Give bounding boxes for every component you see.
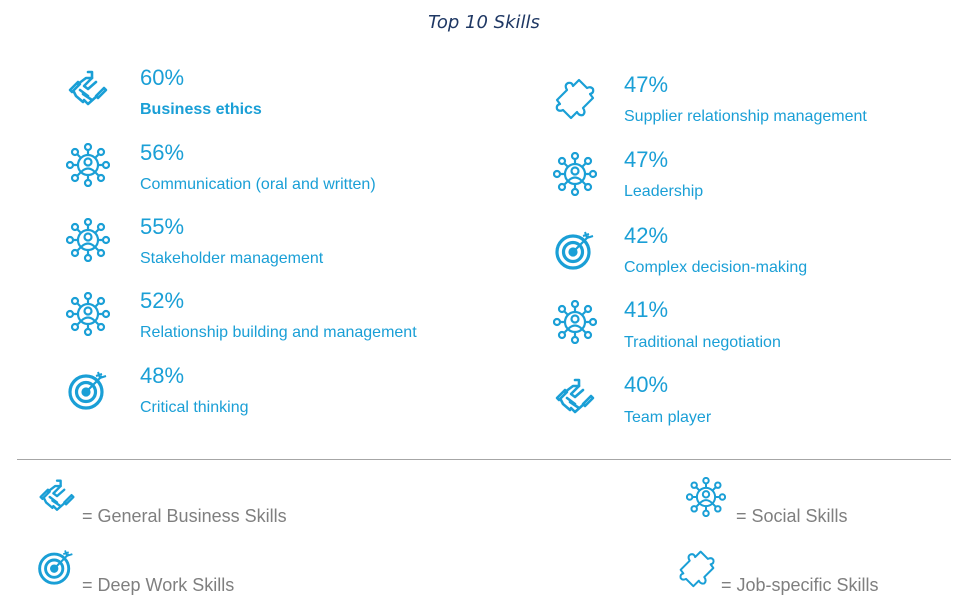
skill-label: Communication (oral and written) [140,176,376,193]
target-icon [36,545,76,585]
skill-percent: 47% [624,147,669,172]
puzzle-icon [553,76,597,120]
skill-label: Leadership [624,183,704,200]
legend-job-specific: = Job-specific Skills [721,575,879,595]
page-title: Top 10 Skills [428,12,540,33]
skill-percent: 60% [140,65,185,90]
social-network-icon [553,300,597,344]
handshake-icon [66,68,110,112]
puzzle-icon [677,548,717,588]
social-network-icon [66,143,110,187]
skill-percent: 52% [140,288,185,313]
legend-deep-work: = Deep Work Skills [82,575,235,595]
skill-label: Traditional negotiation [624,334,781,351]
skill-percent: 40% [624,372,669,397]
skill-percent: 47% [624,72,669,97]
handshake-icon [553,376,597,420]
handshake-icon [37,477,77,517]
skill-label: Complex decision-making [624,259,808,276]
skill-percent: 42% [624,223,669,248]
social-network-icon [66,218,110,262]
skill-label: Critical thinking [140,399,249,416]
skill-label: Supplier relationship management [624,108,867,125]
skill-percent: 48% [140,363,185,388]
social-network-icon [686,477,726,517]
legend-general-business: = General Business Skills [82,506,287,526]
target-icon [66,366,110,410]
skill-label: Stakeholder management [140,250,324,267]
target-icon [553,226,597,270]
social-network-icon [66,292,110,336]
divider [17,459,951,460]
skill-label: Business ethics [140,101,262,118]
skill-label: Team player [624,409,712,426]
skill-percent: 41% [624,297,669,322]
skill-percent: 55% [140,214,185,239]
skill-label: Relationship building and management [140,324,417,341]
skill-percent: 56% [140,140,185,165]
social-network-icon [553,152,597,196]
legend-social: = Social Skills [736,506,848,526]
